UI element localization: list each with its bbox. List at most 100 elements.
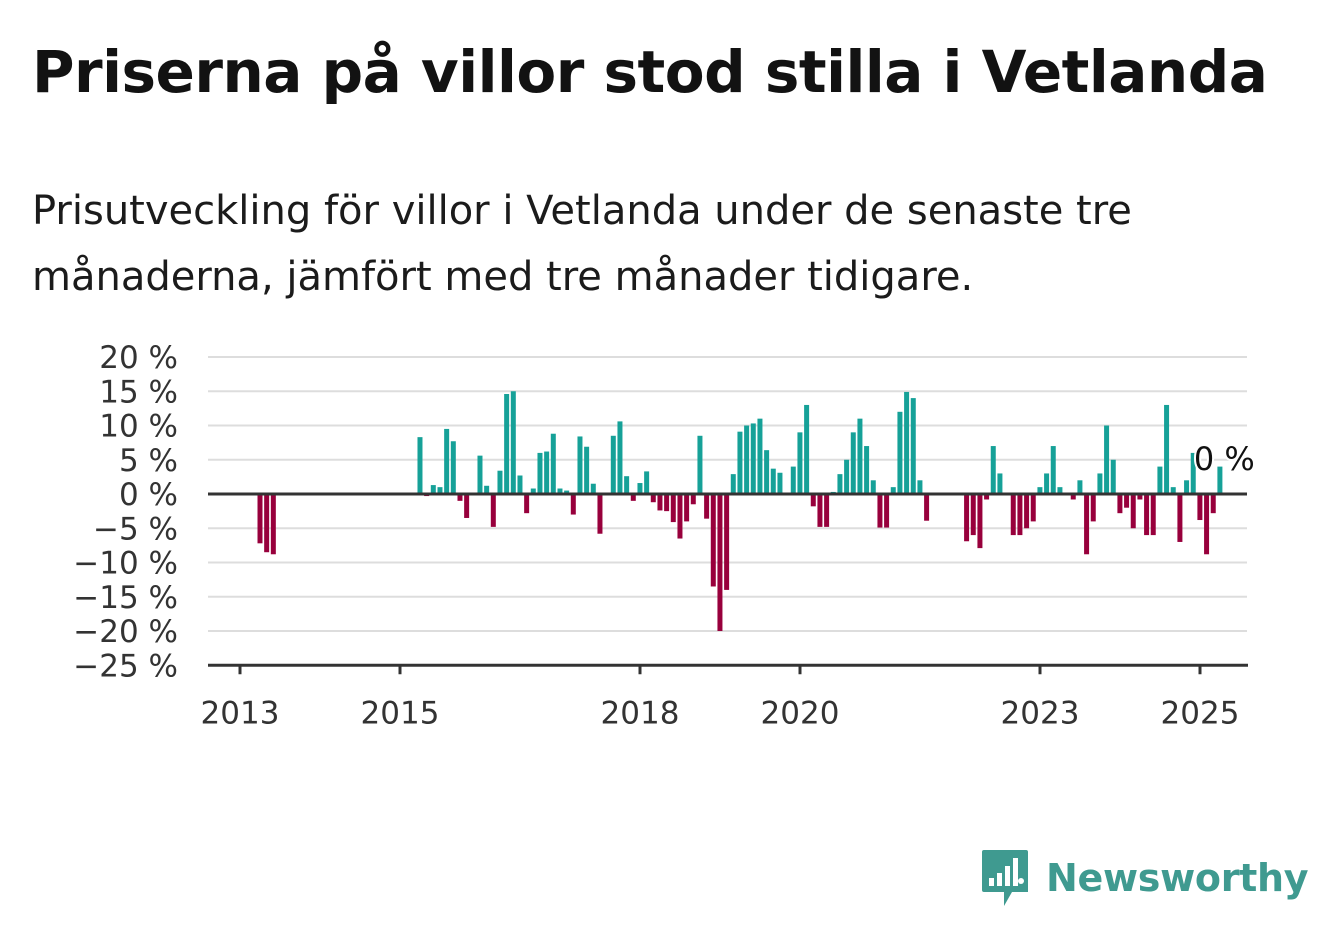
- bar: [1164, 404, 1170, 494]
- bar: [477, 455, 483, 494]
- bar: [717, 494, 723, 631]
- bar: [550, 433, 556, 494]
- bar: [617, 421, 623, 494]
- bar: [804, 404, 810, 494]
- bar: [257, 494, 263, 544]
- bar: [530, 488, 536, 494]
- y-tick-label: 15 %: [99, 374, 178, 410]
- bar: [417, 437, 423, 494]
- latest-value-annotation: 0 %: [1194, 440, 1255, 478]
- bar: [904, 391, 910, 494]
- bar: [1184, 480, 1190, 494]
- bar: [890, 487, 896, 494]
- bar: [537, 452, 543, 494]
- y-tick-label: 5 %: [119, 443, 178, 479]
- bar: [637, 483, 643, 494]
- bar: [457, 494, 463, 501]
- x-axis-tick-labels: 2013 2015 2018 2020 2023 2025: [201, 695, 1240, 731]
- bar: [630, 494, 636, 501]
- bar: [1104, 425, 1110, 494]
- x-tick-label: 2025: [1161, 695, 1240, 731]
- brand-name: Newsworthy: [1046, 856, 1309, 900]
- bar: [1017, 494, 1023, 536]
- bar: [757, 418, 763, 494]
- bar: [690, 494, 696, 505]
- bar: [844, 459, 850, 494]
- bar: [1084, 494, 1090, 555]
- y-axis-tick-labels: 20 %15 %10 %5 %0 %−5 %−10 %−15 %−20 %−25…: [73, 340, 178, 684]
- x-tick-label: 2013: [201, 695, 280, 731]
- bar: [1157, 466, 1163, 494]
- bar: [517, 475, 523, 494]
- bar: [497, 470, 503, 494]
- bars: [257, 391, 1223, 631]
- bar: [710, 494, 716, 587]
- bar: [1150, 494, 1156, 536]
- bar: [437, 487, 443, 494]
- chart-title: Priserna på villor stod stilla i Vetland…: [32, 38, 1268, 106]
- bar: [1190, 452, 1196, 494]
- bar: [750, 423, 756, 494]
- y-tick-label: 10 %: [99, 409, 178, 445]
- bar: [1170, 487, 1176, 494]
- bar: [1010, 494, 1016, 536]
- bar: [810, 494, 816, 507]
- bar: [524, 494, 530, 514]
- bar: [584, 446, 590, 494]
- bar: [450, 441, 456, 494]
- bar: [897, 411, 903, 494]
- bar: [270, 494, 276, 555]
- bar: [1204, 494, 1210, 555]
- bar: [864, 446, 870, 494]
- axes: [208, 492, 1248, 675]
- bar: [737, 431, 743, 494]
- y-tick-label: 20 %: [99, 340, 178, 376]
- x-tick-label: 2018: [601, 695, 680, 731]
- bar: [697, 435, 703, 494]
- bar: [910, 398, 916, 494]
- bar: [724, 494, 730, 590]
- x-tick-label: 2023: [1001, 695, 1080, 731]
- bar: [597, 494, 603, 534]
- bar: [1077, 480, 1083, 494]
- bar: [610, 435, 616, 494]
- bar: [990, 446, 996, 494]
- bar: [970, 494, 976, 536]
- bar: [664, 494, 670, 512]
- bar: [884, 494, 890, 528]
- bar: [1030, 494, 1036, 522]
- bar: [1044, 473, 1050, 494]
- bar: [704, 494, 710, 519]
- y-tick-label: −5 %: [93, 511, 178, 547]
- bar: [557, 488, 563, 494]
- bar: [577, 436, 583, 494]
- bar: [1024, 494, 1030, 529]
- bar: [964, 494, 970, 542]
- bar: [1057, 487, 1063, 494]
- bar: [650, 494, 656, 503]
- bar: [1197, 494, 1203, 521]
- bar: [444, 428, 450, 494]
- bar: [984, 494, 990, 500]
- bar: [817, 494, 823, 527]
- bar: [837, 474, 843, 494]
- bar: [1090, 494, 1096, 522]
- bar: [877, 494, 883, 528]
- bar: [1124, 494, 1130, 508]
- bar: [1037, 487, 1043, 494]
- bar: [1210, 494, 1216, 514]
- bar: [1117, 494, 1123, 514]
- bar: [464, 494, 470, 518]
- bar: [917, 480, 923, 494]
- y-tick-label: −15 %: [73, 580, 178, 616]
- y-tick-label: −10 %: [73, 546, 178, 582]
- bar: [490, 494, 496, 527]
- bar: [590, 483, 596, 494]
- bar: [1050, 446, 1056, 494]
- bar: [670, 494, 676, 523]
- bar: [644, 471, 650, 494]
- bar: [777, 472, 783, 494]
- bar: [484, 485, 490, 494]
- bar: [1130, 494, 1136, 529]
- bar: [544, 451, 550, 494]
